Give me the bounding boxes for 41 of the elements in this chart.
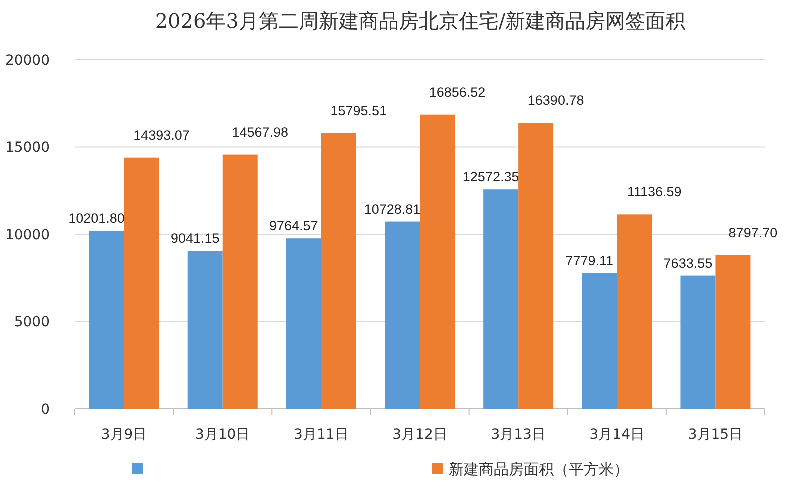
bar	[222, 154, 258, 409]
data-label: 15795.51	[330, 103, 388, 118]
bar	[385, 222, 420, 409]
y-tick-label: 0	[41, 402, 50, 418]
bar	[484, 190, 519, 409]
x-tick-label: 3月9日	[101, 427, 148, 443]
data-label: 9041.15	[170, 231, 220, 246]
bar	[716, 255, 751, 409]
y-tick-label: 5000	[14, 314, 50, 331]
y-tick-label: 10000	[5, 227, 50, 244]
x-tick-label: 3月10日	[195, 427, 250, 443]
data-label: 10201.80	[68, 210, 125, 226]
bar	[518, 122, 554, 409]
data-label: 10728.81	[364, 202, 421, 217]
bar	[89, 230, 124, 409]
data-label: 16856.52	[429, 84, 486, 100]
bar	[188, 251, 223, 409]
data-label: 14567.98	[232, 124, 289, 140]
legend-label: 新建商品房面积（平方米）	[449, 460, 629, 478]
chart-title: 2026年3月第二周新建商品房北京住宅/新建商品房网签面积	[155, 9, 686, 33]
x-tick-label: 3月11日	[294, 427, 349, 443]
bar	[617, 214, 652, 409]
x-tick-label: 3月14日	[590, 427, 645, 443]
bar	[582, 273, 618, 409]
data-label: 7779.11	[566, 253, 614, 268]
y-tick-label: 20000	[5, 52, 50, 69]
bar	[124, 158, 160, 409]
data-label: 8797.70	[728, 225, 778, 240]
y-tick-label: 15000	[5, 140, 50, 156]
data-label: 9764.57	[270, 218, 318, 234]
x-tick-label: 3月12日	[392, 427, 448, 443]
data-label: 14393.07	[134, 128, 190, 143]
data-label: 16390.78	[528, 92, 584, 108]
data-label: 11136.59	[627, 184, 682, 200]
x-tick-label: 3月15日	[688, 427, 744, 443]
bar	[286, 238, 322, 409]
data-label: 7633.55	[664, 256, 713, 271]
bar	[321, 133, 356, 409]
bar	[680, 276, 716, 409]
x-tick-label: 3月13日	[491, 427, 546, 443]
bar	[420, 114, 455, 409]
